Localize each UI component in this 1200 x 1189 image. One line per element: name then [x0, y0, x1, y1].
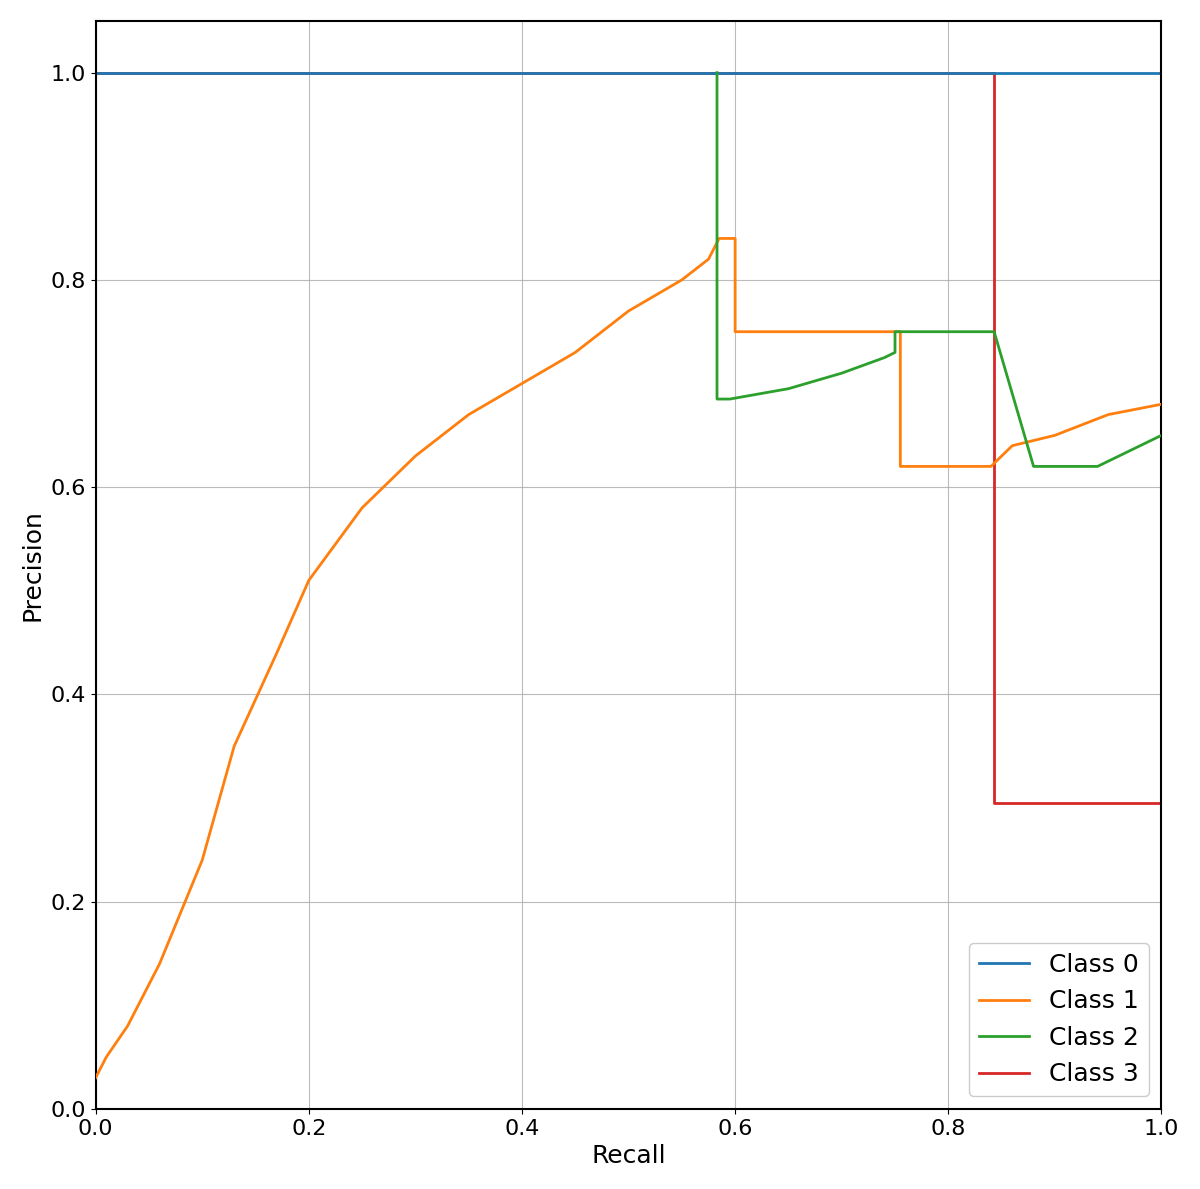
Class 1 — [1006, 439, 1020, 453]
Line: Class 2: Class 2 — [718, 73, 1162, 466]
Class 1 — [749, 325, 763, 339]
Class 1 — [120, 1019, 134, 1033]
Class 1 — [462, 408, 476, 422]
Class 1 — [984, 459, 998, 473]
Class 2 — [1091, 459, 1105, 473]
Class 2 — [888, 345, 902, 359]
Class 1 — [408, 449, 422, 464]
Class 3 — [1154, 797, 1169, 811]
Class 1 — [515, 377, 529, 391]
Class 1 — [1100, 408, 1115, 422]
Class 1 — [674, 272, 689, 287]
Class 1 — [568, 345, 582, 359]
Class 1 — [712, 232, 726, 246]
Class 1 — [270, 646, 284, 660]
Class 1 — [722, 232, 737, 246]
Class 2 — [710, 65, 725, 80]
Class 1 — [194, 853, 209, 867]
Class 2 — [899, 325, 913, 339]
Class 2 — [1154, 428, 1169, 442]
Class 2 — [1026, 459, 1040, 473]
Class 2 — [834, 366, 848, 380]
Class 2 — [877, 351, 892, 365]
Class 2 — [710, 392, 725, 407]
X-axis label: Recall: Recall — [592, 1144, 666, 1168]
Class 1 — [89, 1070, 103, 1084]
Class 2 — [722, 392, 737, 407]
Class 1 — [622, 304, 636, 319]
Class 3 — [986, 797, 1001, 811]
Y-axis label: Precision: Precision — [20, 509, 44, 621]
Class 2 — [781, 382, 796, 396]
Class 1 — [100, 1050, 114, 1064]
Class 1 — [355, 501, 370, 515]
Class 1 — [227, 740, 241, 754]
Class 1 — [728, 325, 743, 339]
Class 1 — [781, 325, 796, 339]
Class 3 — [710, 65, 725, 80]
Class 3 — [89, 65, 103, 80]
Class 1 — [899, 459, 913, 473]
Class 1 — [893, 459, 907, 473]
Class 1 — [893, 325, 907, 339]
Class 1 — [888, 325, 902, 339]
Class 1 — [152, 957, 167, 971]
Class 2 — [986, 325, 1001, 339]
Line: Class 1: Class 1 — [96, 239, 1162, 1077]
Class 1 — [728, 232, 743, 246]
Class 2 — [888, 325, 902, 339]
Class 1 — [301, 573, 316, 587]
Class 1 — [701, 252, 715, 266]
Class 1 — [941, 459, 955, 473]
Class 1 — [1048, 428, 1062, 442]
Legend: Class 0, Class 1, Class 2, Class 3: Class 0, Class 1, Class 2, Class 3 — [970, 943, 1148, 1096]
Class 3 — [986, 65, 1001, 80]
Line: Class 3: Class 3 — [96, 73, 1162, 804]
Class 1 — [834, 325, 848, 339]
Class 3 — [986, 65, 1001, 80]
Class 1 — [1154, 397, 1169, 411]
